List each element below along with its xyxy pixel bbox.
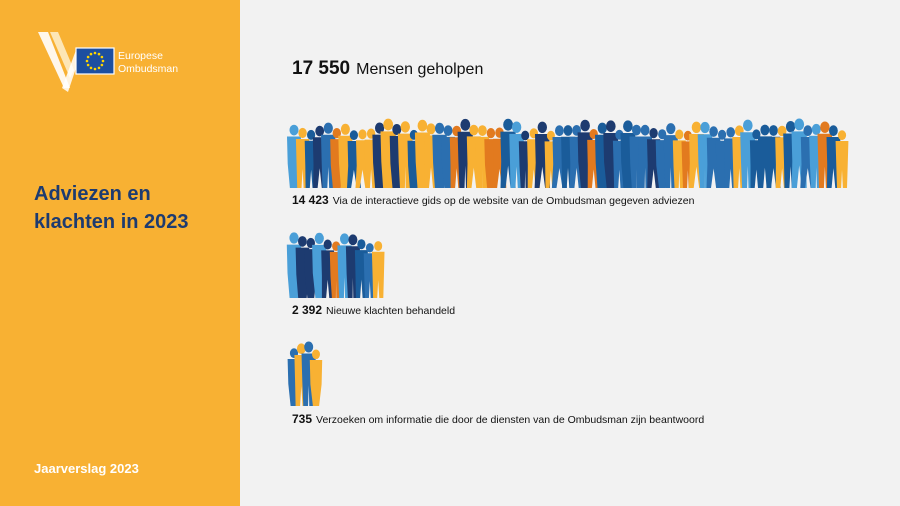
value-label: 14 423 [292,193,329,207]
page-title: Adviezen en klachten in 2023 [34,183,189,233]
logo-text: Europese Ombudsman [118,50,178,76]
category-label: Via de interactieve gids op de website v… [332,195,695,207]
total-label: Mensen geholpen [356,61,484,78]
row-label-information-requests: 735 Verzoeken om informatie die door de d… [292,412,704,426]
category-label: Nieuwe klachten behandeld [326,305,456,317]
report-label: Jaarverslag 2023 [34,461,139,476]
european-ombudsman-logo [38,32,115,92]
logo-line2: Ombudsman [118,63,179,75]
crowd-new-complaints [286,232,385,298]
person-icon [835,130,849,188]
logo-line1: Europese [118,50,163,62]
total-value: 17 550 [292,58,351,79]
category-label: Verzoeken om informatie die door de dien… [316,414,705,426]
person-icon [371,241,385,298]
row-label-new-complaints: 2 392 Nieuwe klachten behandeld [292,303,455,317]
person-icon [309,349,323,406]
value-label: 735 [292,412,313,426]
total-helped: 17 550 Mensen geholpen [292,58,483,80]
sidebar: Europese Ombudsman Adviezen en klachten … [0,0,240,506]
main-content: 17 550 Mensen geholpen 14 423 Via de inter… [240,0,900,506]
value-label: 2 392 [292,303,323,317]
crowd-information-requests [287,341,323,406]
crowd-guide-advice [287,118,849,188]
row-label-guide-advice: 14 423 Via de interactieve gids op de web… [292,193,694,207]
